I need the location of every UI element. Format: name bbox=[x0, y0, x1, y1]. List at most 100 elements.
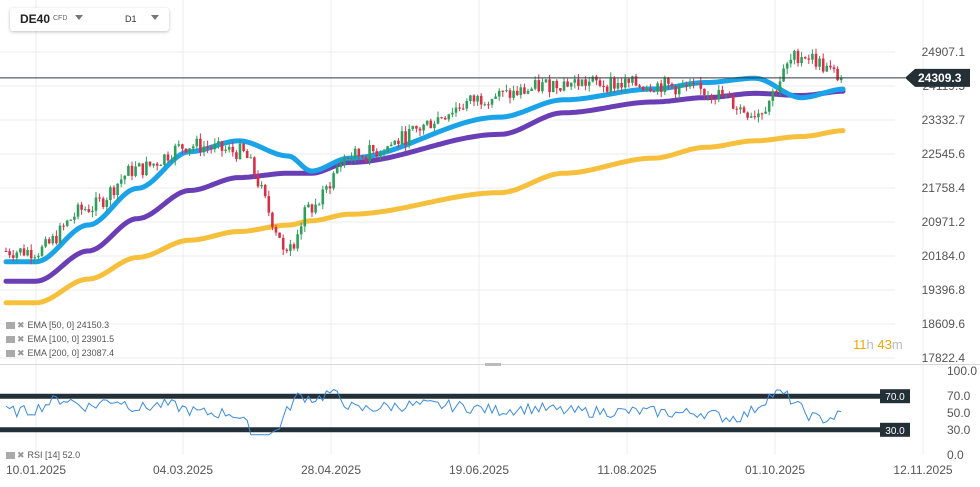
candle bbox=[753, 110, 757, 120]
candle bbox=[123, 175, 127, 185]
candle bbox=[638, 83, 641, 89]
legend-ema200[interactable]: ✖ EMA [200, 0] 23087.4 bbox=[6, 348, 114, 359]
settings-icon[interactable] bbox=[6, 336, 15, 344]
candle bbox=[206, 140, 209, 154]
candle bbox=[191, 143, 195, 152]
candle bbox=[674, 85, 677, 99]
symbol-label: DE40 bbox=[20, 12, 51, 26]
candle bbox=[832, 64, 836, 73]
candle bbox=[735, 106, 739, 115]
timeframe-label[interactable]: D1 bbox=[125, 14, 137, 24]
candle bbox=[569, 82, 573, 91]
candle bbox=[296, 229, 299, 252]
candle bbox=[382, 148, 386, 158]
instrument-type-label: CFD bbox=[53, 15, 68, 22]
candle bbox=[346, 157, 350, 159]
candle bbox=[11, 249, 15, 262]
ema200-line bbox=[3, 128, 846, 306]
price-tick-label: 19396.8 bbox=[922, 283, 966, 297]
candle bbox=[685, 81, 688, 92]
candle bbox=[515, 86, 519, 97]
candle bbox=[263, 183, 267, 199]
candle bbox=[411, 125, 415, 131]
candle bbox=[173, 143, 177, 166]
candle bbox=[65, 219, 69, 228]
candle bbox=[177, 140, 181, 148]
candle bbox=[663, 75, 667, 96]
candle bbox=[80, 201, 83, 215]
candle bbox=[73, 212, 76, 224]
candle bbox=[793, 49, 796, 65]
timeframe-dropdown-icon[interactable] bbox=[151, 15, 159, 20]
candle bbox=[631, 75, 634, 86]
candle bbox=[667, 77, 670, 90]
candle bbox=[195, 135, 199, 149]
candle bbox=[839, 75, 843, 84]
candle bbox=[587, 76, 591, 92]
current-price-label: 24309.3 bbox=[918, 71, 962, 85]
candle bbox=[155, 161, 159, 171]
settings-icon[interactable] bbox=[6, 322, 15, 330]
candle bbox=[494, 93, 497, 100]
candle bbox=[443, 116, 447, 121]
candle bbox=[425, 120, 429, 127]
date-tick-label: 12.11.2025 bbox=[893, 463, 952, 477]
candle bbox=[508, 87, 512, 104]
candle bbox=[796, 48, 800, 67]
candle bbox=[105, 197, 109, 212]
candle bbox=[724, 94, 728, 98]
candle bbox=[465, 98, 469, 112]
candle bbox=[703, 88, 706, 100]
rsi-level-badge bbox=[880, 422, 910, 437]
rsi-level-label: 70.0 bbox=[885, 392, 905, 403]
candle bbox=[616, 78, 620, 93]
candle bbox=[710, 93, 713, 104]
close-icon[interactable]: ✖ bbox=[17, 450, 25, 460]
candle bbox=[541, 78, 544, 94]
candle bbox=[764, 106, 767, 115]
countdown-minutes-unit: m bbox=[891, 337, 903, 352]
candle bbox=[163, 153, 166, 168]
rsi-tick-label: 70.0 bbox=[947, 389, 971, 403]
price-tick-label: 20184.0 bbox=[922, 249, 966, 263]
settings-icon[interactable] bbox=[6, 350, 15, 358]
candle bbox=[551, 80, 555, 93]
legend-rsi[interactable]: ✖ RSI [14] 52.0 bbox=[6, 450, 80, 461]
close-icon[interactable]: ✖ bbox=[17, 348, 25, 358]
candle bbox=[807, 54, 811, 64]
candle bbox=[47, 237, 51, 245]
candle bbox=[681, 79, 685, 88]
instrument-selector[interactable]: DE40 CFD D1 bbox=[10, 8, 169, 31]
candle bbox=[40, 244, 44, 257]
candle bbox=[253, 156, 256, 179]
candle bbox=[652, 90, 656, 93]
legend-ema50[interactable]: ✖ EMA [50, 0] 24150.3 bbox=[6, 320, 109, 331]
date-tick-label: 11.08.2025 bbox=[597, 463, 656, 477]
panel-resize-handle[interactable] bbox=[485, 363, 501, 366]
candle bbox=[526, 88, 530, 95]
price-tick-label: 22545.6 bbox=[922, 147, 966, 161]
candle bbox=[818, 56, 821, 71]
candle bbox=[33, 254, 37, 265]
close-icon[interactable]: ✖ bbox=[17, 334, 25, 344]
candle bbox=[141, 163, 145, 179]
settings-icon[interactable] bbox=[6, 452, 15, 460]
candle bbox=[332, 171, 335, 191]
legend-ema100[interactable]: ✖ EMA [100, 0] 23901.5 bbox=[6, 334, 114, 345]
candle bbox=[584, 76, 587, 91]
candle bbox=[609, 72, 613, 97]
candle bbox=[199, 133, 202, 157]
candle bbox=[137, 162, 141, 167]
candle bbox=[19, 247, 22, 256]
ema-lines bbox=[3, 75, 846, 306]
candle bbox=[803, 56, 807, 60]
close-icon[interactable]: ✖ bbox=[17, 320, 25, 330]
candle bbox=[98, 193, 101, 202]
candle bbox=[469, 94, 472, 105]
rsi-level-label: 30.0 bbox=[885, 426, 905, 437]
candle bbox=[235, 150, 238, 162]
candle bbox=[404, 126, 407, 151]
symbol-dropdown-icon[interactable] bbox=[75, 15, 83, 20]
candle bbox=[281, 234, 285, 256]
